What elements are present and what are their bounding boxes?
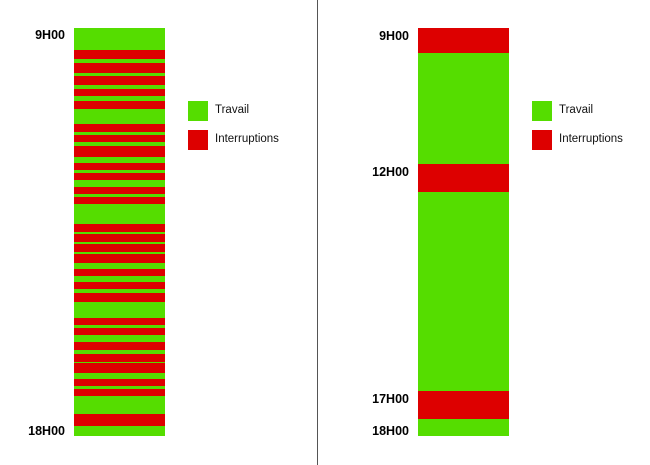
interruption-segment — [74, 268, 165, 276]
interruption-segment — [74, 62, 165, 73]
interruption-segment — [74, 413, 165, 426]
panel-divider — [317, 0, 318, 465]
interruption-segment — [74, 89, 165, 97]
interruption-segment — [74, 76, 165, 86]
interruptions-legend-label: Interruptions — [559, 133, 623, 145]
interruption-segment — [74, 293, 165, 303]
interruption-segment — [74, 100, 165, 109]
right-day-bar — [418, 28, 509, 436]
left-day-bar — [74, 28, 165, 436]
interruption-segment — [418, 390, 509, 419]
interruption-segment — [74, 187, 165, 195]
right-time-label: 12H00 — [372, 165, 409, 179]
work-legend-label: Travail — [559, 104, 594, 116]
interruption-segment — [418, 164, 509, 193]
interruption-segment — [74, 197, 165, 205]
interruption-segment — [74, 123, 165, 133]
work-legend-label: Travail — [215, 104, 250, 116]
interruption-segment — [74, 162, 165, 170]
interruption-segment — [74, 234, 165, 243]
interruption-swatch — [188, 130, 208, 150]
right-panel: 9H00 12H00 17H00 18H00 Travail Interruption… — [318, 0, 650, 465]
interruption-segment — [74, 254, 165, 263]
left-end-time-label: 18H00 — [28, 424, 65, 438]
interruption-segment — [74, 327, 165, 335]
right-time-label: 9H00 — [379, 29, 409, 43]
work-swatch — [188, 101, 208, 121]
interruption-segment — [74, 50, 165, 59]
interruptions-legend-label: Interruptions — [215, 133, 279, 145]
left-panel: 9H00 18H00 Travail Interruptions — [0, 0, 317, 465]
interruption-segment — [74, 281, 165, 290]
work-swatch — [532, 101, 552, 121]
interruption-segment — [74, 134, 165, 143]
interruption-segment — [74, 317, 165, 325]
interruption-segment — [74, 389, 165, 396]
interruption-segment — [74, 342, 165, 351]
interruption-swatch — [532, 130, 552, 150]
interruption-segment — [74, 244, 165, 253]
interruption-segment — [74, 378, 165, 387]
right-time-label: 18H00 — [372, 424, 409, 438]
interruption-segment — [74, 363, 165, 373]
interruption-segment — [74, 223, 165, 232]
left-start-time-label: 9H00 — [35, 28, 65, 42]
interruption-segment — [74, 172, 165, 180]
interruption-segment — [74, 354, 165, 362]
interruption-segment — [74, 145, 165, 157]
interruption-segment — [418, 28, 509, 53]
right-time-label: 17H00 — [372, 391, 409, 406]
